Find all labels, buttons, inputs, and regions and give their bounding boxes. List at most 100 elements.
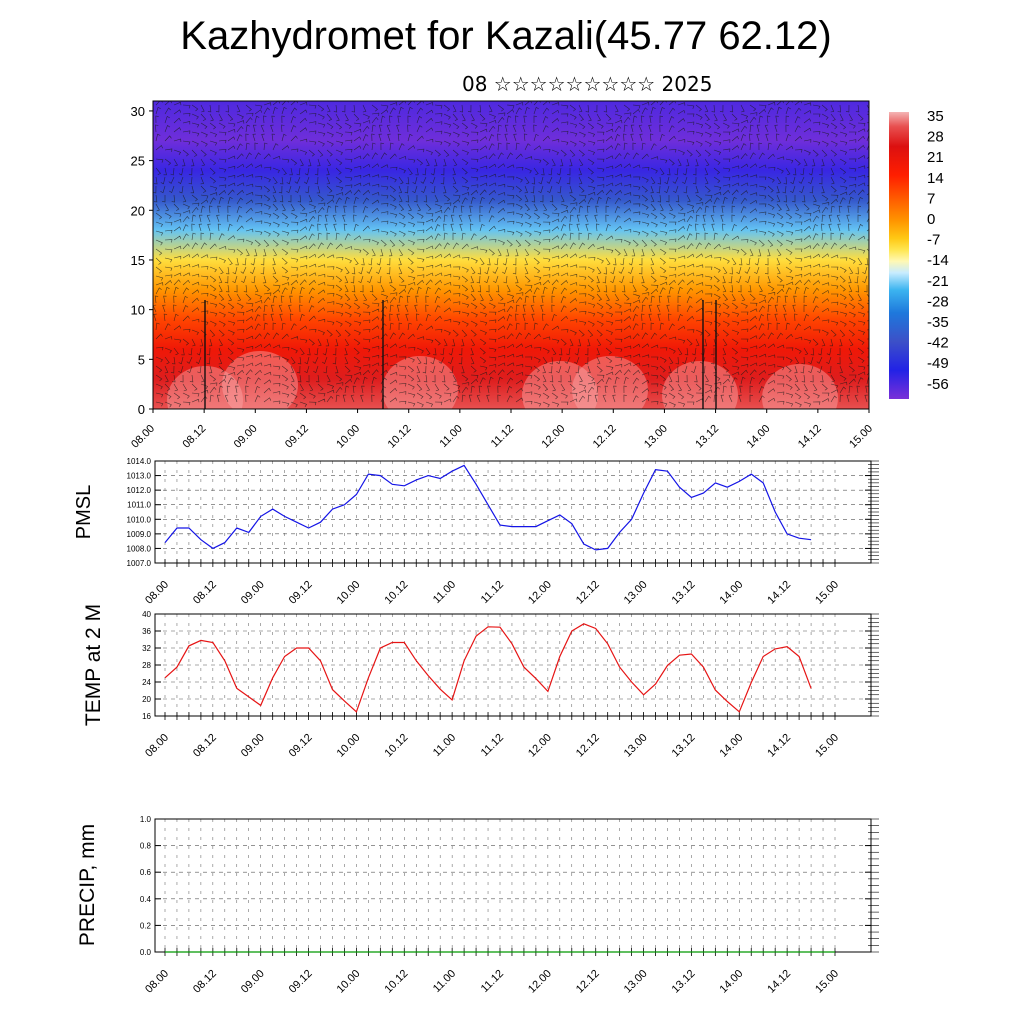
precip-y-tick-label: 1.0 [140,815,152,824]
precip-x-tick-label: 13.12 [670,968,698,996]
pmsl-x-tick-label: 12.00 [526,579,554,607]
pmsl-x-tick-label: 10.12 [382,579,410,607]
temp-y-tick-label: 20 [142,695,151,704]
pmsl-x-tick-label: 11.00 [431,579,458,606]
cs-x-tick-label: 14.12 [796,423,824,451]
cs-x-tick-label: 12.12 [591,423,619,451]
temp-x-tick-label: 08.12 [191,732,219,760]
pmsl-y-tick-label: 1013.0 [127,472,152,481]
pmsl-x-tick-label: 12.12 [574,579,602,607]
temp-x-tick-label: 13.00 [622,732,650,760]
precip-y-tick-label: 0.2 [140,921,152,930]
pmsl-series-line [164,464,812,551]
precip-y-tick-label: 0.6 [140,868,152,877]
temp-x-tick-label: 11.00 [431,732,458,759]
precip-x-tick-label: 15.00 [813,968,841,996]
chart-title: Kazhydromet for Kazali(45.77 62.12) [180,14,832,58]
cs-x-tick-label: 08.00 [129,423,157,451]
pmsl-y-tick-label: 1010.0 [127,515,152,524]
precip-x-tick-label: 09.12 [287,968,315,996]
cs-x-tick-label: 08.12 [180,423,208,451]
cs-x-tick-label: 13.12 [693,423,721,451]
cs-x-tick-label: 11.00 [437,423,464,450]
cs-x-tick-label: 10.12 [386,423,414,451]
pmsl-panel: 1007.0 1008.0 1009.0 1010.0 1011.0 1012.0 1013… [73,457,879,607]
pmsl-y-tick-label: 1009.0 [127,530,152,539]
temp-y-tick-label: 40 [142,610,151,619]
precip-y-axis-label: PRECIP, mm [76,824,99,946]
cs-y-tick-label: 10 [131,303,145,318]
pmsl-x-tick-label: 13.12 [670,579,698,607]
temp-y-tick-label: 28 [142,661,151,670]
temp-y-tick-label: 36 [142,627,151,636]
temp-x-tick-label: 13.12 [670,732,698,760]
cs-x-tick-label: 09.12 [283,423,311,451]
colorbar-label: -42 [927,335,949,352]
precip-x-tick-label: 09.00 [239,968,267,996]
warm-cell [522,361,598,409]
precip-x-tick-label: 12.00 [526,968,554,996]
precip-x-tick-label: 11.12 [479,968,506,995]
temp-frame [154,613,872,717]
precip-y-tick-label: 0.0 [140,948,152,957]
pmsl-y-tick-label: 1011.0 [127,501,151,510]
temp-x-tick-label: 08.00 [143,732,171,760]
colorbar-label: -49 [927,355,949,372]
pmsl-y-axis-label: PMSL [73,485,95,539]
colorbar-label: -56 [927,376,949,393]
pmsl-x-tick-label: 09.00 [239,579,267,607]
temp-series-line [164,623,812,713]
temp-y-tick-label: 24 [142,678,151,687]
wind-barbs [153,101,869,408]
cs-x-tick-label: 15.00 [847,423,875,451]
colorbar-gradient [889,112,909,399]
pmsl-x-tick-label: 13.00 [622,579,650,607]
pmsl-x-tick-label: 14.00 [717,579,745,607]
cs-y-tick-label: 15 [131,253,145,268]
pmsl-x-tick-label: 11.12 [479,579,506,606]
warm-cell [762,364,838,409]
colorbar-label: -21 [927,273,949,290]
pmsl-x-tick-label: 08.12 [191,579,219,607]
warm-cell [662,361,738,409]
precip-x-tick-label: 10.00 [335,968,363,996]
cs-x-tick-label: 12.00 [539,423,567,451]
cs-y-tick-label: 30 [131,104,145,119]
cs-y-tick-label: 0 [138,402,145,417]
temp-x-tick-label: 09.00 [239,732,267,760]
temp-x-tick-label: 10.12 [382,732,410,760]
temp-y-tick-label: 32 [142,644,151,653]
temp-x-tick-label: 09.12 [287,732,315,760]
precip-x-tick-label: 11.00 [431,968,458,995]
temp-x-tick-label: 11.12 [479,732,506,759]
temp-x-tick-label: 10.00 [335,732,363,760]
cross-section-panel: 0 5 10 15 20 25 30 08.00 08.12 09.00 09.12 10.00 10.… [129,100,875,451]
precip-x-tick-label: 08.00 [143,968,171,996]
cs-y-tick-label: 5 [138,352,145,367]
temp-y-axis-label: TEMP at 2 M [82,604,105,726]
cs-x-tick-label: 10.00 [334,423,362,451]
pmsl-x-tick-label: 15.00 [813,579,841,607]
temp-panel: 16 20 24 28 32 36 40 TEMP at 2 M 08.00 08.12 09.00… [82,604,879,760]
colorbar-label: 14 [927,170,944,187]
pmsl-y-tick-label: 1014.0 [127,457,152,466]
colorbar-label: -28 [927,293,949,310]
colorbar-label: -7 [927,232,940,249]
colorbar-label: -14 [927,252,949,269]
colorbar-label: 21 [927,149,944,166]
precip-x-tick-label: 13.00 [622,968,650,996]
temp-x-tick-label: 15.00 [813,732,841,760]
precip-frame [154,818,872,953]
pmsl-y-tick-label: 1007.0 [127,559,152,568]
colorbar-label: 0 [927,211,935,228]
colorbar-label: 35 [927,108,944,125]
cs-y-tick-label: 20 [131,203,145,218]
precip-x-tick-label: 14.12 [765,968,793,996]
temp-x-tick-label: 12.12 [574,732,602,760]
precip-x-tick-label: 14.00 [717,968,745,996]
pmsl-x-tick-label: 08.00 [143,579,171,607]
precip-y-tick-label: 0.8 [140,842,152,851]
chart-subtitle: 08 ☆☆☆☆☆☆☆☆☆ 2025 [462,72,713,96]
precip-panel: 0.0 0.2 0.4 0.6 0.8 1.0 PRECIP, mm 08.00 08.12 09… [76,815,879,996]
